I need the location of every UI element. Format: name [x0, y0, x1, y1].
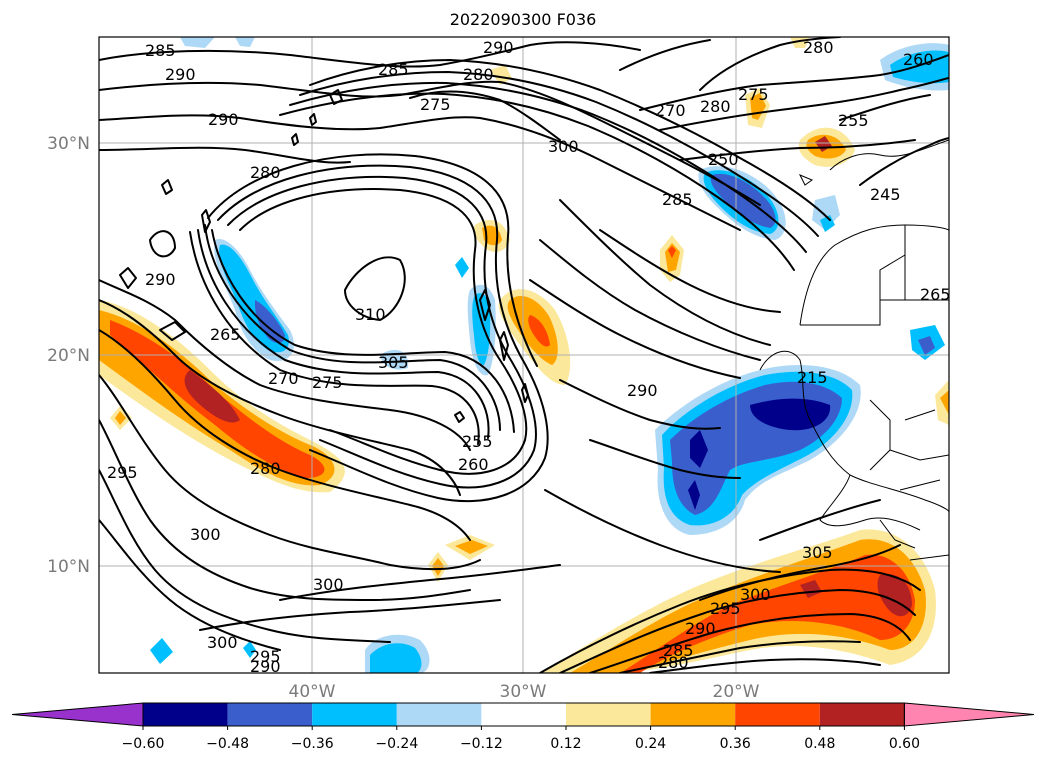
lat-tick-label: 10°N — [47, 557, 90, 577]
colorbar-outline — [142, 702, 905, 727]
colorbar-swatch — [312, 703, 397, 726]
colorbar-swatch — [227, 703, 313, 726]
contour-label: 305 — [802, 543, 833, 562]
colorbar-swatch — [481, 703, 566, 726]
colorbar-tick-label: 0.12 — [550, 736, 581, 752]
contour-label: 275 — [738, 85, 769, 104]
coastlines — [759, 139, 949, 561]
map-title: 2022090300 F036 — [450, 10, 597, 29]
isolines — [99, 37, 949, 673]
contour-label: 270 — [268, 369, 299, 388]
contour-labels: 285 290 290 285 280 280 275 290 280 300 … — [107, 38, 951, 676]
contour-label: 310 — [355, 305, 386, 324]
colorbar-tick-label: −0.48 — [206, 736, 249, 752]
colorbar-tick-label: −0.24 — [375, 736, 418, 752]
lon-tick-label: 40°W — [289, 682, 336, 702]
contour-label: 265 — [920, 285, 951, 304]
contour-label: 300 — [548, 137, 579, 156]
contour-label: 280 — [700, 97, 731, 116]
colorbar: −0.60 −0.48 −0.36 −0.24 −0.12 0.12 0.24 0.36 0.4… — [11, 702, 1035, 752]
contour-label: 275 — [420, 95, 451, 114]
warm-band-west-peak — [184, 370, 240, 423]
contour-label: 290 — [627, 381, 658, 400]
map-frame — [98, 36, 950, 674]
colorbar-swatch — [819, 703, 905, 726]
contour-label: 290 — [208, 110, 239, 129]
contour-label: 285 — [378, 60, 409, 79]
contour-label: 255 — [838, 111, 869, 130]
colorbar-swatch — [143, 703, 228, 726]
contour-label: 295 — [710, 599, 741, 618]
colorbar-tick-label: −0.12 — [460, 736, 503, 752]
colorbar-tick-label: 0.48 — [804, 736, 835, 752]
lon-tick-label: 20°W — [713, 682, 760, 702]
contour-label: 260 — [458, 455, 489, 474]
contour-label: 265 — [210, 325, 241, 344]
contour-label: 260 — [903, 50, 934, 69]
contour-label: 290 — [165, 65, 196, 84]
contour-label: 295 — [107, 463, 138, 482]
contour-label: 250 — [708, 150, 739, 169]
contour-label: 270 — [655, 101, 686, 120]
lat-tick-label: 30°N — [47, 134, 90, 154]
contour-label: 290 — [483, 38, 514, 57]
colorbar-swatch — [566, 703, 651, 726]
lon-tick-label: 30°W — [500, 682, 547, 702]
contour-label: 300 — [740, 585, 771, 604]
contour-label: 290 — [145, 270, 176, 289]
cold-area-east-core — [750, 398, 831, 431]
gridlines — [99, 37, 949, 673]
contour-label: 295 — [250, 647, 281, 666]
contour-label: 290 — [685, 619, 716, 638]
contour-label: 255 — [462, 432, 493, 451]
map-area: 285 290 290 285 280 280 275 290 280 300 … — [99, 37, 951, 676]
colorbar-tick-label: −0.60 — [122, 736, 165, 752]
contour-label: 280 — [803, 38, 834, 57]
contour-label: 290 — [250, 657, 281, 676]
contour-label: 280 — [463, 65, 494, 84]
colorbar-tick-label: −0.36 — [291, 736, 334, 752]
colorbar-tick-label: 0.60 — [889, 736, 920, 752]
contour-label: 280 — [250, 459, 281, 478]
lat-tick-label: 20°N — [47, 346, 90, 366]
contour-label: 305 — [378, 353, 409, 372]
colorbar-swatch — [735, 703, 820, 726]
colorbar-swatch — [396, 703, 482, 726]
contour-label: 245 — [870, 185, 901, 204]
contour-label: 285 — [145, 41, 176, 60]
contour-label: 215 — [797, 368, 828, 387]
longitude-ticks: 40°W 30°W 20°W — [289, 682, 760, 702]
colorbar-tick-label: 0.36 — [720, 736, 751, 752]
contour-label: 300 — [207, 633, 238, 652]
colorbar-tick-label: 0.24 — [635, 736, 666, 752]
colorbar-swatch — [650, 703, 736, 726]
contour-label: 285 — [663, 641, 694, 660]
contour-label: 275 — [312, 373, 343, 392]
contour-label: 285 — [662, 190, 693, 209]
contour-label: 280 — [658, 653, 689, 672]
contour-label: 280 — [250, 163, 281, 182]
contour-label: 300 — [190, 525, 221, 544]
colorbar-extend-low — [11, 702, 144, 727]
latitude-ticks: 30°N 20°N 10°N — [47, 134, 90, 577]
colorbar-extend-high — [903, 702, 1035, 727]
contour-label: 300 — [313, 575, 344, 594]
